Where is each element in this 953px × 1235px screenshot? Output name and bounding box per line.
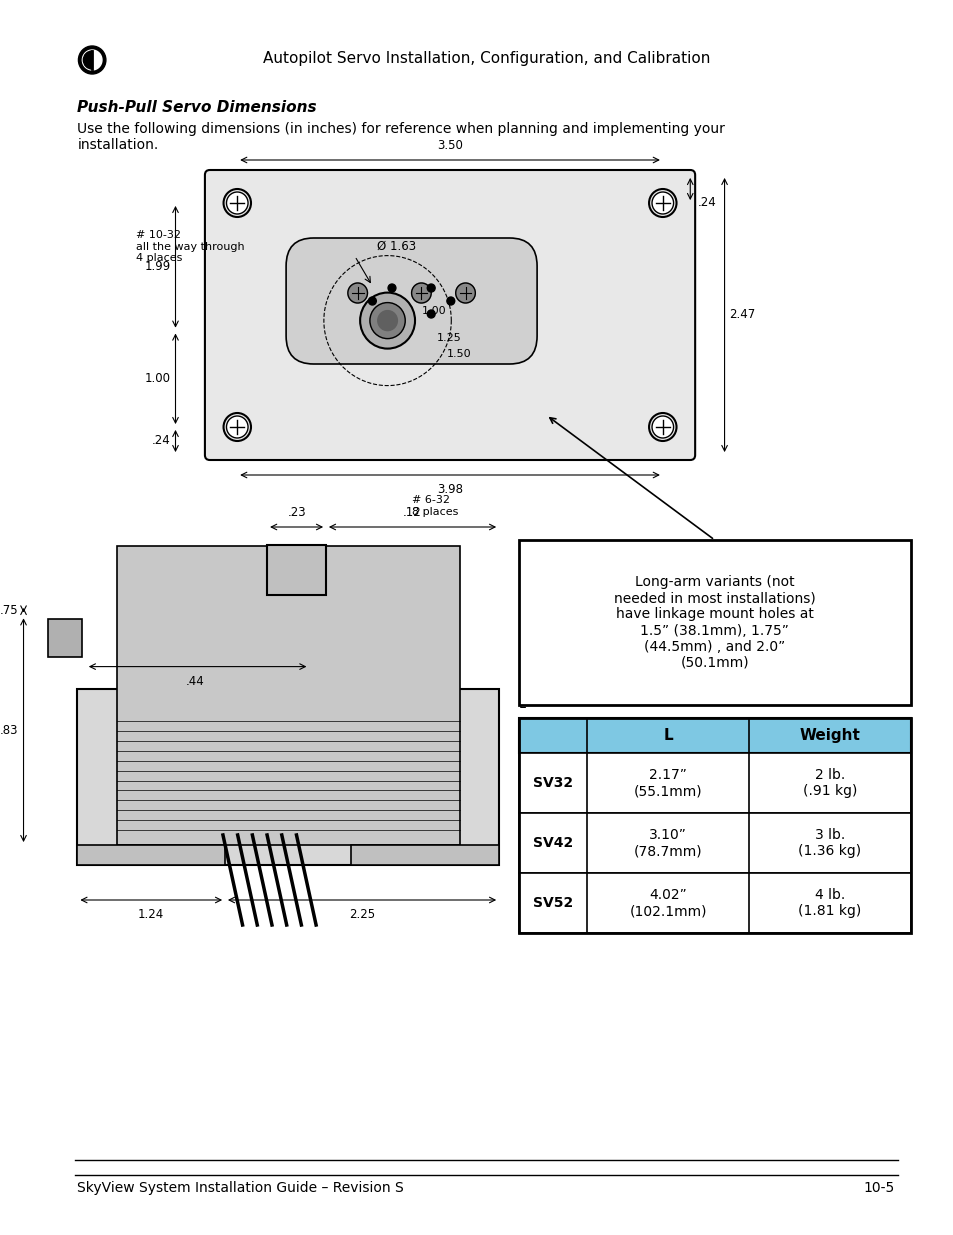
Circle shape: [368, 296, 375, 305]
Text: # 10-32
all the way through
4 places: # 10-32 all the way through 4 places: [136, 230, 245, 263]
Text: 1.25: 1.25: [436, 332, 461, 342]
Text: # 6-32
8 places: # 6-32 8 places: [411, 495, 457, 516]
Text: SV42: SV42: [533, 836, 573, 850]
Circle shape: [388, 310, 395, 317]
Circle shape: [651, 191, 673, 214]
Text: 1.00: 1.00: [145, 372, 171, 385]
Circle shape: [411, 283, 431, 303]
Text: 4 lb.
(1.81 kg): 4 lb. (1.81 kg): [798, 888, 861, 918]
Text: 2.17”
(55.1mm): 2.17” (55.1mm): [633, 768, 701, 798]
Bar: [518, 873, 910, 932]
Circle shape: [456, 283, 475, 303]
Bar: [48, 619, 82, 657]
Text: SV52: SV52: [533, 897, 573, 910]
Circle shape: [82, 49, 102, 70]
Text: Autopilot Servo Installation, Configuration, and Calibration: Autopilot Servo Installation, Configurat…: [262, 51, 709, 65]
Text: 3.10”
(78.7mm): 3.10” (78.7mm): [633, 827, 701, 858]
Text: Long-arm variants (not
needed in most installations)
have linkage mount holes at: Long-arm variants (not needed in most in…: [613, 576, 815, 671]
Circle shape: [388, 284, 395, 291]
Text: 2.47: 2.47: [729, 309, 755, 321]
Circle shape: [427, 310, 435, 317]
Circle shape: [377, 310, 397, 331]
Bar: [518, 718, 910, 932]
Bar: [518, 540, 910, 705]
Text: 4.02”
(102.1mm): 4.02” (102.1mm): [629, 888, 706, 918]
Text: 3 lb.
(1.36 kg): 3 lb. (1.36 kg): [798, 827, 861, 858]
Bar: [267, 545, 326, 595]
Circle shape: [359, 293, 415, 348]
Text: 2 lb.
(.91 kg): 2 lb. (.91 kg): [801, 768, 856, 798]
Text: 10-5: 10-5: [863, 1181, 894, 1195]
Bar: [518, 813, 910, 873]
Text: 1.99: 1.99: [144, 261, 171, 273]
Text: SV32: SV32: [533, 776, 573, 790]
Circle shape: [446, 296, 455, 305]
Text: Use the following dimensions (in inches) for reference when planning and impleme: Use the following dimensions (in inches)…: [77, 122, 724, 152]
Bar: [116, 546, 459, 845]
Text: .44: .44: [186, 674, 205, 688]
Bar: [77, 845, 225, 864]
Text: L: L: [662, 727, 672, 743]
Text: Push-Pull Servo Dimensions: Push-Pull Servo Dimensions: [77, 100, 316, 115]
Bar: [351, 845, 498, 864]
Text: .75: .75: [0, 604, 19, 616]
Bar: [518, 753, 910, 813]
FancyBboxPatch shape: [205, 170, 695, 459]
Text: SkyView System Installation Guide – Revision S: SkyView System Installation Guide – Revi…: [77, 1181, 404, 1195]
Circle shape: [348, 283, 367, 303]
FancyBboxPatch shape: [286, 238, 537, 364]
Text: 1.00: 1.00: [421, 305, 446, 316]
Text: 1.50: 1.50: [446, 348, 471, 358]
Text: 2.25: 2.25: [349, 908, 375, 921]
Text: .23: .23: [287, 506, 306, 519]
Bar: [77, 689, 498, 864]
Circle shape: [226, 416, 248, 438]
Circle shape: [226, 191, 248, 214]
Circle shape: [427, 284, 435, 291]
Circle shape: [78, 46, 106, 74]
Text: .83: .83: [0, 724, 19, 737]
Text: .12: .12: [403, 506, 421, 519]
Circle shape: [651, 416, 673, 438]
Text: L: L: [518, 699, 525, 711]
Circle shape: [370, 303, 405, 338]
Text: 3.50: 3.50: [436, 140, 462, 152]
Text: 3.98: 3.98: [436, 483, 462, 496]
Text: 1.24: 1.24: [138, 908, 164, 921]
Wedge shape: [83, 51, 92, 69]
Bar: [518, 718, 910, 753]
Text: Weight: Weight: [799, 727, 860, 743]
Text: Ø 1.63: Ø 1.63: [377, 240, 416, 253]
Text: .24: .24: [152, 435, 171, 447]
Text: .24: .24: [698, 196, 716, 210]
